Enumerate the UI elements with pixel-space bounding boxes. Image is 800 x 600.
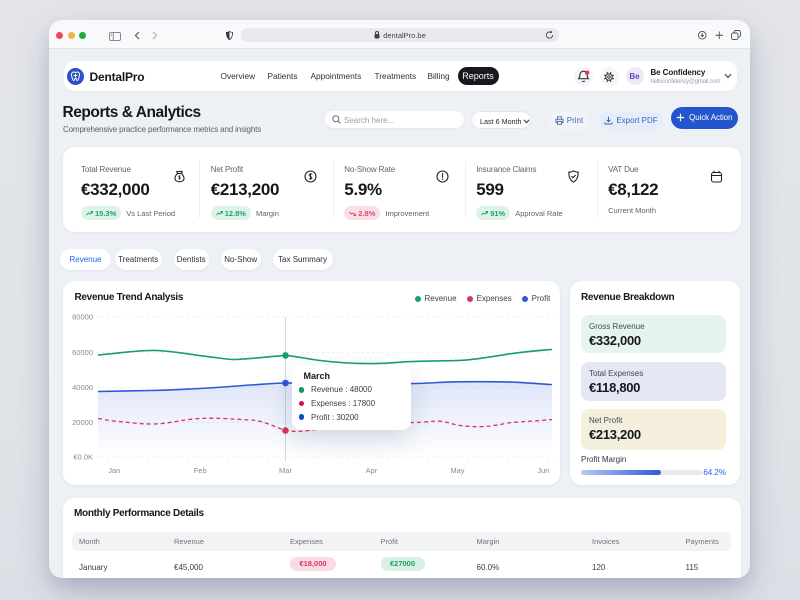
svg-text:€0.0K: €0.0K — [73, 453, 93, 462]
svg-text:Feb: Feb — [193, 466, 206, 475]
svg-text:Jan: Jan — [108, 466, 120, 475]
svg-text:May: May — [450, 466, 464, 475]
svg-text:Apr: Apr — [365, 466, 377, 475]
svg-text:40000: 40000 — [72, 383, 93, 392]
svg-text:80000: 80000 — [72, 313, 93, 322]
svg-text:20000: 20000 — [72, 418, 93, 427]
svg-text:60000: 60000 — [72, 348, 93, 357]
svg-text:Jun: Jun — [537, 466, 549, 475]
svg-text:Mar: Mar — [279, 466, 292, 475]
